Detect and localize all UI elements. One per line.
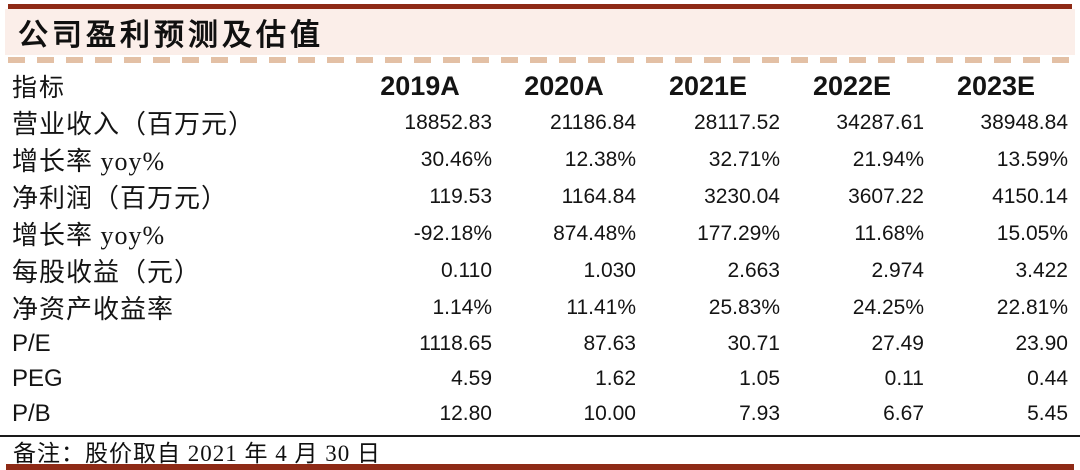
table-row-peg: PEG 4.59 1.62 1.05 0.11 0.44 bbox=[12, 361, 1068, 396]
cell-value: 1.05 bbox=[739, 366, 780, 390]
column-header-indicator: 指标 bbox=[12, 75, 67, 102]
cell-value: 3.422 bbox=[1015, 258, 1068, 282]
cell-value: 7.93 bbox=[739, 401, 780, 425]
cell-value: 30.46% bbox=[420, 147, 492, 171]
cell-value: 18852.83 bbox=[404, 110, 492, 134]
cell-value: 119.53 bbox=[429, 184, 492, 208]
cell-value: 12.38% bbox=[564, 147, 636, 171]
table-row-revenue-growth: 增长率 yoy% 30.46% 12.38% 32.71% 21.94% 13.… bbox=[12, 141, 1068, 178]
column-header-2019a: 2019A bbox=[380, 70, 460, 101]
cell-value: 2.663 bbox=[727, 258, 780, 282]
row-label: P/E bbox=[12, 329, 51, 357]
cell-value: 1.62 bbox=[595, 366, 636, 390]
cell-value: 0.11 bbox=[884, 366, 924, 390]
cell-value: 34287.61 bbox=[836, 110, 924, 134]
column-header-2020a: 2020A bbox=[524, 70, 604, 101]
cell-value: 2.974 bbox=[871, 258, 924, 282]
page-title: 公司盈利预测及估值 bbox=[18, 19, 324, 52]
cell-value: 21186.84 bbox=[549, 110, 636, 134]
dashed-divider bbox=[8, 57, 1072, 63]
cell-value: 27.49 bbox=[871, 331, 924, 355]
row-label: P/B bbox=[12, 399, 51, 427]
cell-value: 23.90 bbox=[1015, 331, 1068, 355]
cell-value: 4150.14 bbox=[992, 184, 1068, 208]
table-header-row: 指标 2019A 2020A 2021E 2022E 2023E bbox=[12, 68, 1068, 104]
cell-value: 10.00 bbox=[583, 401, 636, 425]
cell-value: 87.63 bbox=[583, 331, 636, 355]
cell-value: 32.71% bbox=[708, 147, 780, 171]
column-header-2021e: 2021E bbox=[668, 70, 748, 101]
row-label: 净利润（百万元） bbox=[12, 184, 229, 213]
cell-value: 1164.84 bbox=[561, 184, 636, 208]
cell-value: 3607.22 bbox=[848, 184, 924, 208]
cell-value: 30.71 bbox=[727, 331, 780, 355]
cell-value: 0.110 bbox=[441, 258, 492, 282]
cell-value: 177.29% bbox=[697, 221, 780, 245]
cell-value: 11.41% bbox=[566, 295, 636, 319]
row-label: 每股收益（元） bbox=[12, 258, 202, 287]
footnote-bar: 备注：股价取自 2021 年 4 月 30 日 bbox=[0, 435, 1080, 466]
cell-value: 25.83% bbox=[708, 295, 780, 319]
cell-value: 28117.52 bbox=[693, 110, 780, 134]
row-label: 净资产收益率 bbox=[12, 295, 175, 324]
top-divider bbox=[8, 4, 1072, 9]
cell-value: 38948.84 bbox=[980, 110, 1068, 134]
row-label: PEG bbox=[12, 364, 63, 392]
cell-value: 15.05% bbox=[996, 221, 1068, 245]
cell-value: 6.67 bbox=[883, 401, 924, 425]
row-label: 增长率 yoy% bbox=[12, 221, 166, 250]
cell-value: 21.94% bbox=[852, 147, 924, 171]
cell-value: 3230.04 bbox=[704, 184, 780, 208]
cell-value: 4.59 bbox=[451, 366, 492, 390]
table-row-eps: 每股收益（元） 0.110 1.030 2.663 2.974 3.422 bbox=[12, 252, 1068, 289]
footnote-text: 备注：股价取自 2021 年 4 月 30 日 bbox=[13, 440, 381, 466]
title-band: 公司盈利预测及估值 bbox=[5, 9, 1075, 55]
row-label: 营业收入（百万元） bbox=[12, 110, 256, 139]
cell-value: 11.68% bbox=[854, 221, 924, 245]
table-row-revenue: 营业收入（百万元） 18852.83 21186.84 28117.52 342… bbox=[12, 104, 1068, 141]
table-row-roe: 净资产收益率 1.14% 11.41% 25.83% 24.25% 22.81% bbox=[12, 289, 1068, 326]
cell-value: 1.14% bbox=[432, 295, 492, 319]
cell-value: 1.030 bbox=[583, 258, 636, 282]
cell-value: 874.48% bbox=[553, 221, 636, 245]
row-label: 增长率 yoy% bbox=[12, 147, 166, 176]
table-row-profit-growth: 增长率 yoy% -92.18% 874.48% 177.29% 11.68% … bbox=[12, 215, 1068, 252]
cell-value: 5.45 bbox=[1027, 401, 1068, 425]
table-row-pb: P/B 12.80 10.00 7.93 6.67 5.45 bbox=[12, 396, 1068, 431]
cell-value: 13.59% bbox=[996, 147, 1068, 171]
table-row-pe: P/E 1118.65 87.63 30.71 27.49 23.90 bbox=[12, 326, 1068, 361]
cell-value: 0.44 bbox=[1027, 366, 1068, 390]
cell-value: -92.18% bbox=[413, 221, 492, 245]
forecast-table: 指标 2019A 2020A 2021E 2022E 2023E 营业收入（百万… bbox=[12, 68, 1068, 431]
column-header-2022e: 2022E bbox=[812, 70, 892, 101]
cell-value: 22.81% bbox=[996, 295, 1068, 319]
cell-value: 12.80 bbox=[439, 401, 492, 425]
table-row-net-profit: 净利润（百万元） 119.53 1164.84 3230.04 3607.22 … bbox=[12, 178, 1068, 215]
column-header-2023e: 2023E bbox=[956, 70, 1036, 101]
cell-value: 24.25% bbox=[852, 295, 924, 319]
cell-value: 1118.65 bbox=[419, 331, 492, 355]
